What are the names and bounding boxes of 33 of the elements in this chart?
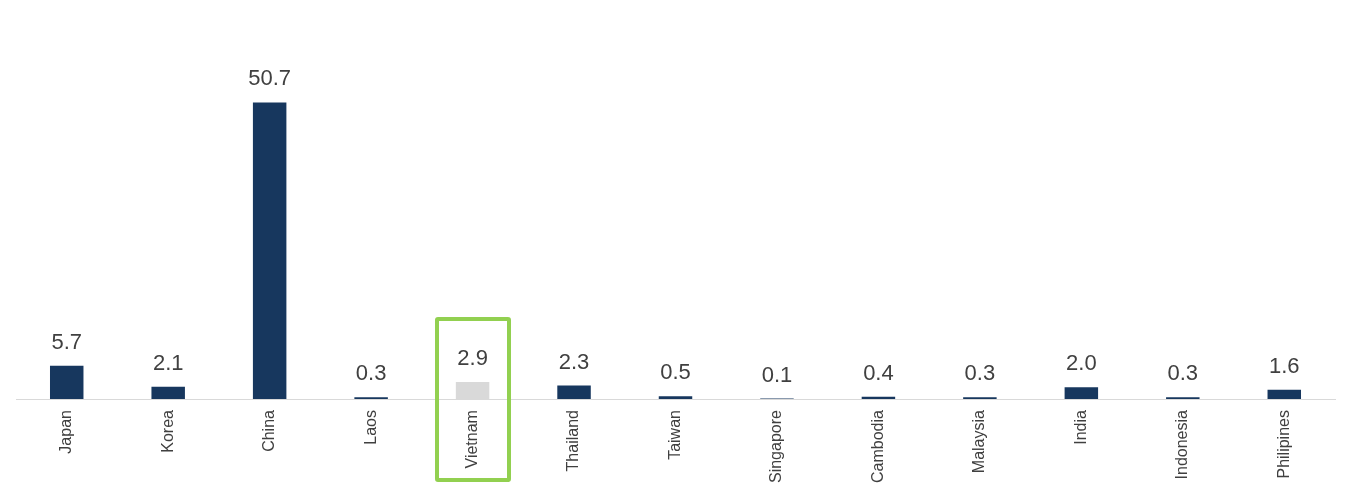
x-tick-label: Indonesia	[1173, 409, 1191, 480]
x-tick-label: Korea	[158, 409, 176, 453]
x-tick-label: Thailand	[564, 410, 582, 472]
bar	[658, 396, 693, 400]
bar	[1267, 389, 1302, 400]
x-tick-label: India	[1071, 409, 1089, 445]
x-tick-label: Laos	[361, 410, 379, 445]
data-label: 50.7	[248, 65, 292, 91]
data-label: 0.4	[863, 359, 894, 385]
data-label: 0.3	[964, 360, 996, 386]
bar	[1064, 387, 1099, 400]
data-label: 2.1	[152, 349, 184, 375]
data-label: 0.5	[660, 359, 691, 385]
x-tick-label: Malaysia	[970, 409, 988, 474]
data-label: 0.3	[1167, 360, 1199, 386]
data-label: 1.6	[1268, 352, 1300, 378]
data-label: 0.3	[355, 360, 387, 386]
data-label: 2.3	[558, 348, 590, 374]
bar	[557, 385, 591, 400]
x-tick-label: Taiwan	[665, 410, 683, 460]
data-label: 2.9	[457, 345, 488, 371]
x-tick-label: Cambodia	[868, 409, 886, 483]
data-label: 0.1	[761, 361, 793, 387]
bar	[252, 102, 287, 400]
data-label: 2.0	[1066, 350, 1097, 376]
x-tick-label: Philipines	[1274, 410, 1292, 479]
x-tick-label: China	[260, 409, 278, 452]
x-tick-label: Vietnam	[462, 410, 480, 469]
x-tick-label: Singapore	[767, 409, 785, 484]
x-tick-label: Japan	[57, 410, 75, 454]
data-label: 5.7	[51, 328, 83, 354]
bar	[49, 365, 84, 400]
bar	[151, 386, 185, 400]
